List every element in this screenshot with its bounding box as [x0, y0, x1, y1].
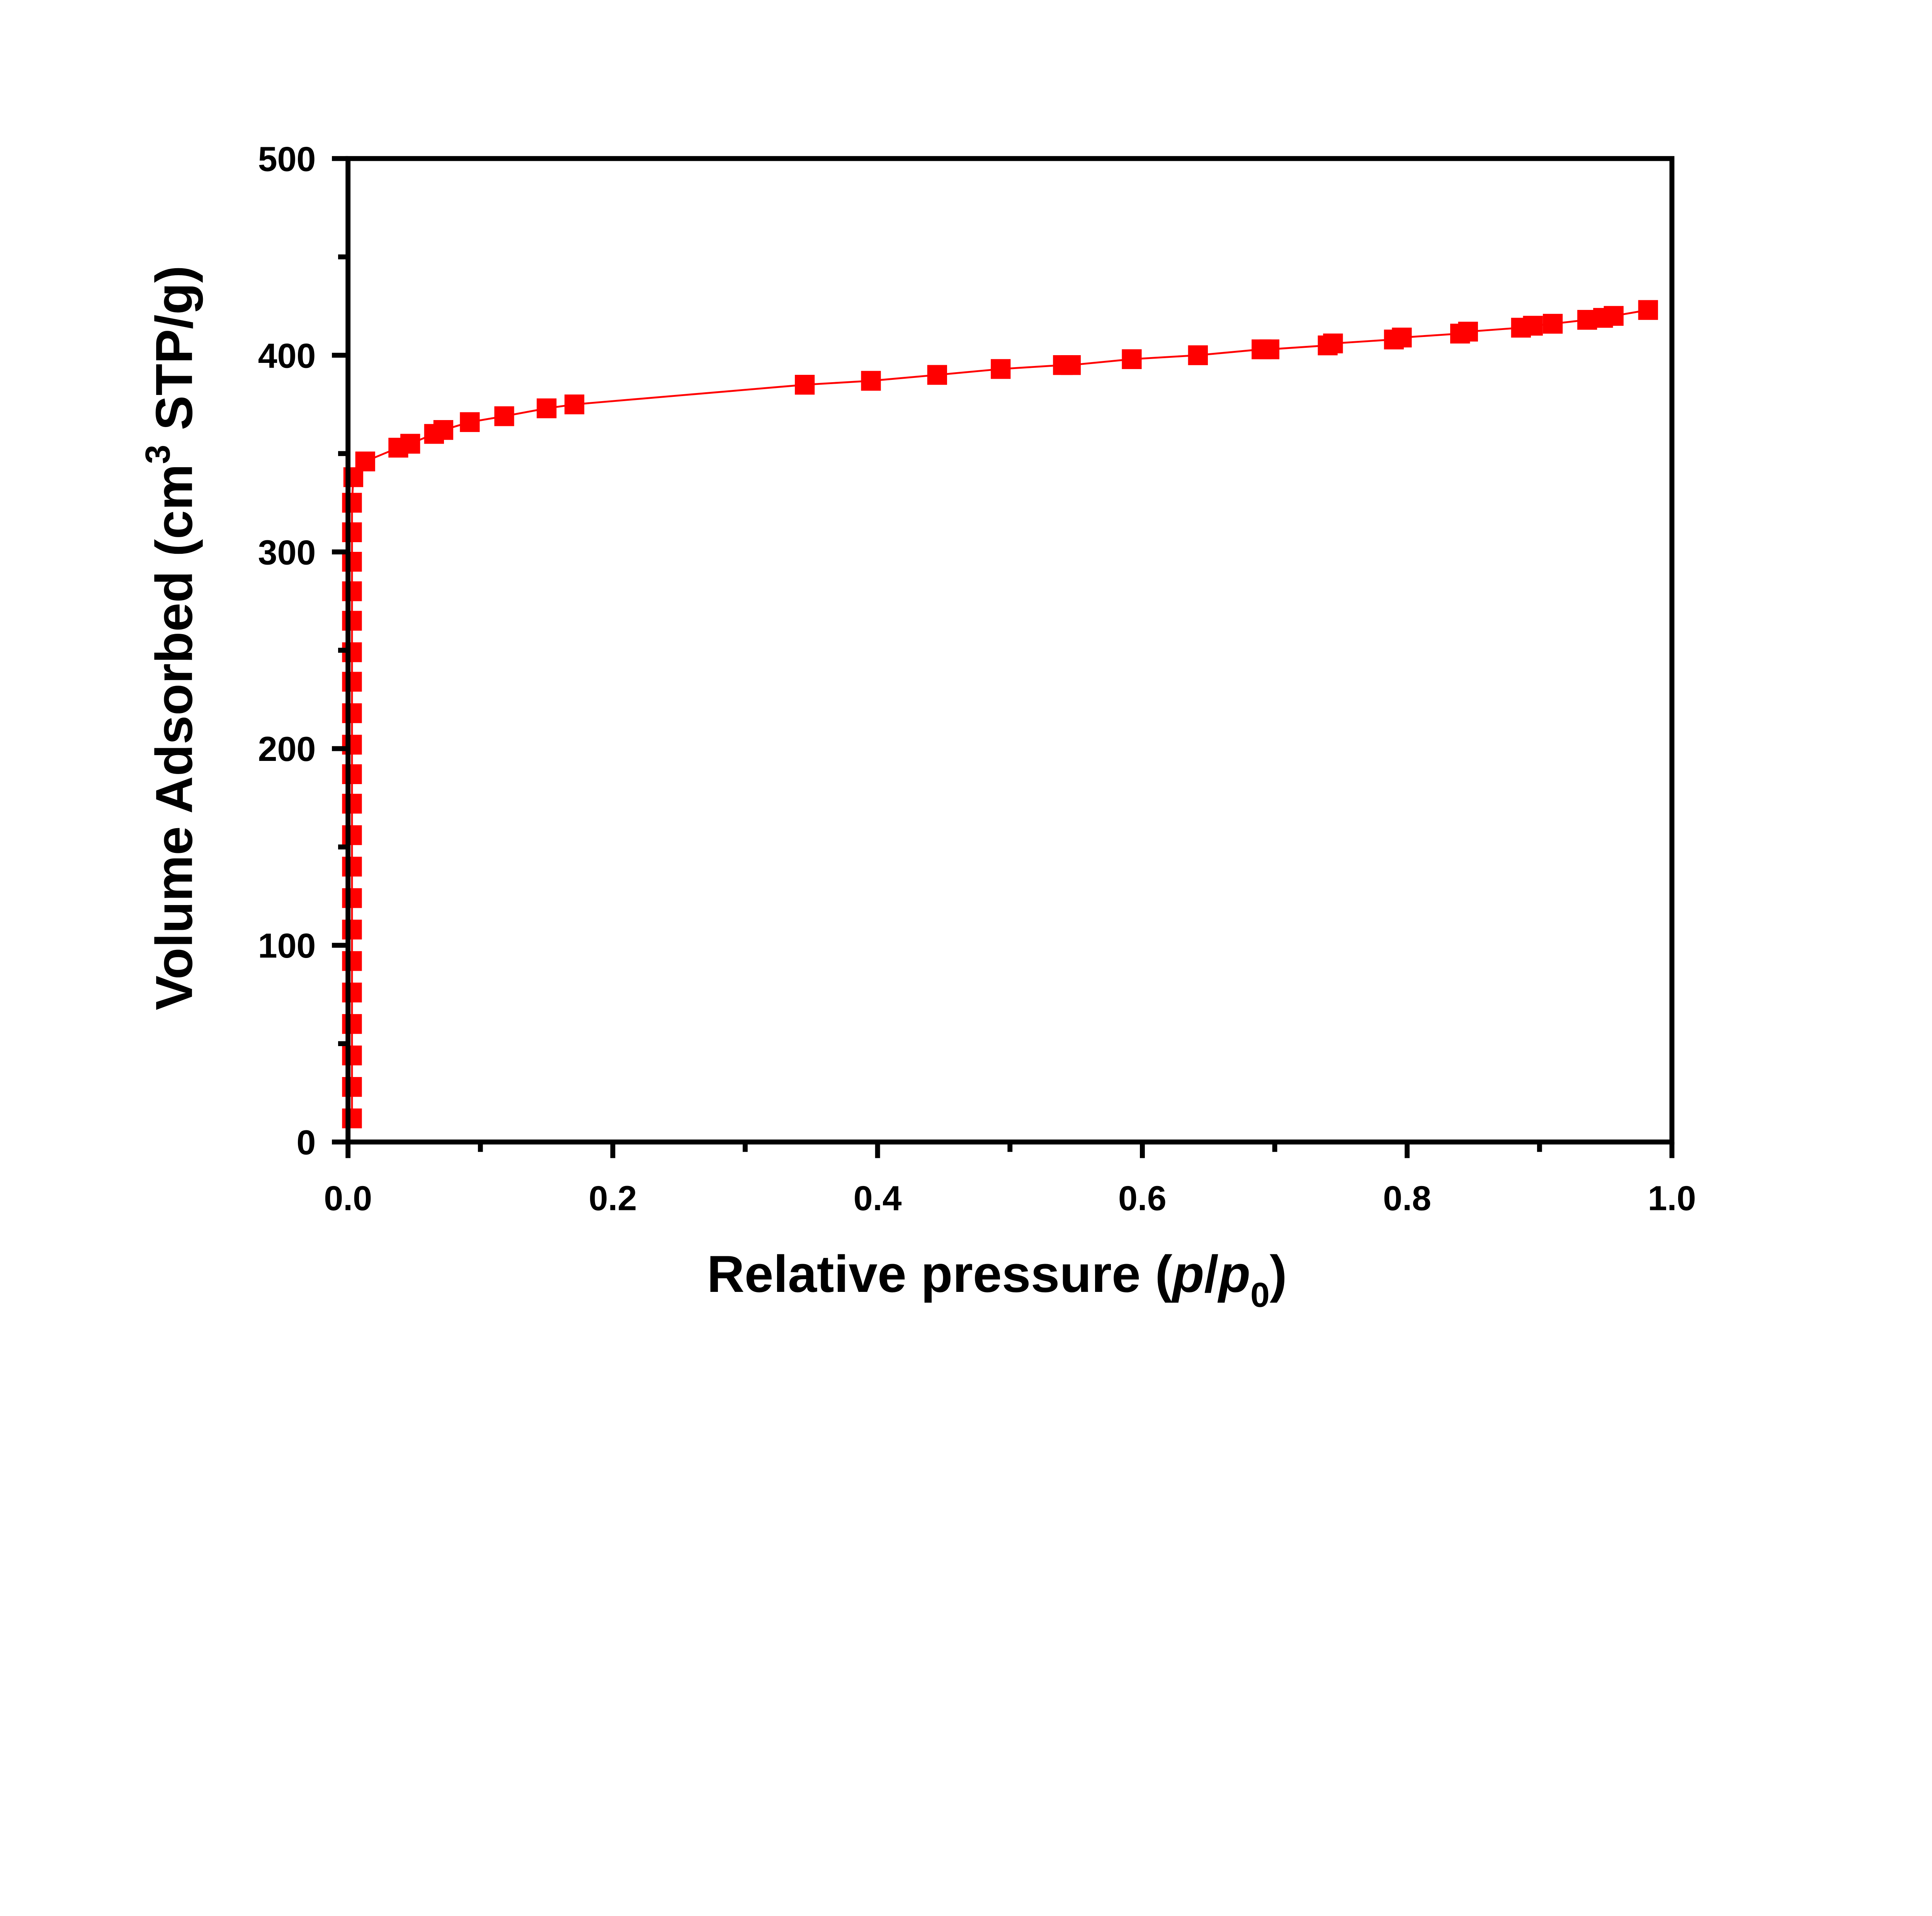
data-point: [342, 919, 362, 940]
data-point: [342, 856, 362, 877]
x-tick-label: 0.0: [324, 1179, 372, 1218]
x-tick-label: 1.0: [1648, 1179, 1696, 1218]
data-point: [1638, 300, 1658, 320]
data-point: [342, 1077, 362, 1097]
data-point: [400, 434, 420, 454]
data-point: [342, 552, 362, 572]
data-point: [342, 703, 362, 723]
data-point: [991, 359, 1011, 379]
data-point: [795, 374, 815, 395]
data-point: [355, 451, 375, 471]
data-point: [342, 764, 362, 784]
data-point: [1458, 322, 1478, 342]
isotherm-chart: 0.0 0.2 0.4 0.6 0.8 1.0 0 100 200 300 400 500 Relat…: [139, 140, 1696, 1314]
data-point: [342, 794, 362, 814]
data-point: [1543, 314, 1563, 334]
data-point: [342, 1014, 362, 1034]
data-point: [342, 581, 362, 601]
series-line: [351, 309, 1648, 1119]
data-point: [342, 951, 362, 971]
data-point: [460, 412, 480, 432]
data-point: [1259, 339, 1279, 359]
data-point: [861, 371, 881, 391]
y-tick-label: 0: [296, 1123, 316, 1162]
data-point: [342, 1108, 362, 1128]
data-point: [342, 825, 362, 845]
data-point: [564, 394, 585, 415]
data-point: [342, 611, 362, 631]
data-point: [1122, 349, 1142, 369]
y-tick-label: 400: [258, 337, 316, 375]
x-tick-label: 0.2: [589, 1179, 637, 1218]
data-point: [536, 398, 557, 419]
data-point: [342, 672, 362, 692]
y-axis-title: Volume Adsorbed (cm3 STP/g): [139, 265, 203, 1010]
data-point: [342, 888, 362, 908]
y-tick-label: 100: [258, 927, 316, 965]
data-point: [1392, 327, 1412, 348]
data-point: [342, 735, 362, 755]
y-tick-label: 300: [258, 533, 316, 572]
x-tick-label: 0.8: [1383, 1179, 1431, 1218]
y-tick-label: 200: [258, 730, 316, 769]
data-point: [1323, 334, 1343, 354]
ticks-layer: 0.0 0.2 0.4 0.6 0.8 1.0 0 100 200 300 400 500: [258, 140, 1696, 1218]
data-point: [1061, 355, 1081, 375]
series-layer: [342, 300, 1658, 1128]
data-point: [342, 1045, 362, 1065]
data-point: [342, 522, 362, 542]
data-point: [927, 365, 947, 385]
data-point: [1188, 345, 1208, 365]
data-point: [433, 420, 453, 440]
data-point: [1523, 316, 1543, 336]
plot-frame: [345, 156, 1675, 1145]
y-tick-label: 500: [258, 140, 316, 179]
data-point: [342, 493, 362, 513]
data-point: [1604, 306, 1624, 326]
data-point: [342, 982, 362, 1002]
x-tick-label: 0.4: [854, 1179, 902, 1218]
x-axis-title: Relative pressure (p/p0): [707, 1245, 1287, 1314]
data-point: [494, 406, 514, 426]
x-tick-label: 0.6: [1118, 1179, 1167, 1218]
